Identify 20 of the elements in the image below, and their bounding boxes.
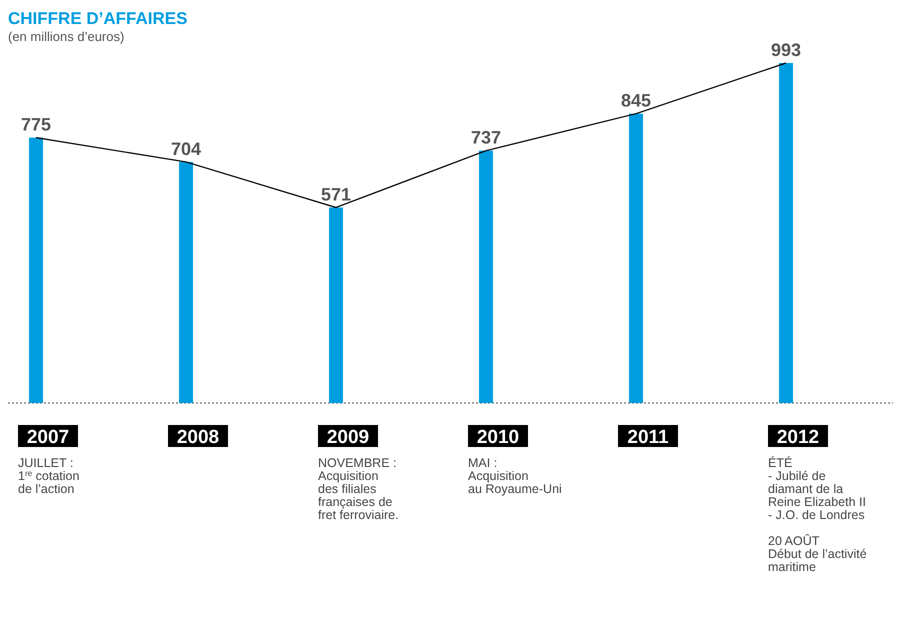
chart-title: CHIFFRE D’AFFAIRES <box>8 9 188 28</box>
category-label: 2012 ÉTÉ - Jubilé de diamant de la Reine Elizabeth II - J.O. de Londres 20 AOÛT Début de l’activité maritime <box>768 427 867 574</box>
chart-subtitle: (en millions d’euros) <box>8 29 124 44</box>
bar <box>479 150 493 403</box>
data-label: 571 <box>320 184 352 204</box>
bar <box>179 162 193 403</box>
data-label: 704 <box>170 138 202 159</box>
data-label: 775 <box>20 114 52 135</box>
x-tick-label: 2007 JUILLET : 1$^{re}$ cotation de l’action <box>18 427 80 496</box>
data-label: 845 <box>620 90 652 111</box>
bar <box>329 207 343 403</box>
x-tick-label: 2009 NOVEMBRE : Acquisition des filiales françaises de fret ferroviaire. <box>318 427 399 522</box>
bar <box>629 114 643 403</box>
x-tick-label: 2010 MAI : Acquisition au Royaume-Uni <box>468 427 562 496</box>
x-tick-label: 2011 <box>627 427 670 448</box>
data-label: 737 <box>470 128 502 148</box>
x-tick-label: 2008 <box>176 427 220 448</box>
bar <box>779 63 793 403</box>
data-label: 993 <box>770 40 802 60</box>
bar <box>29 138 43 403</box>
